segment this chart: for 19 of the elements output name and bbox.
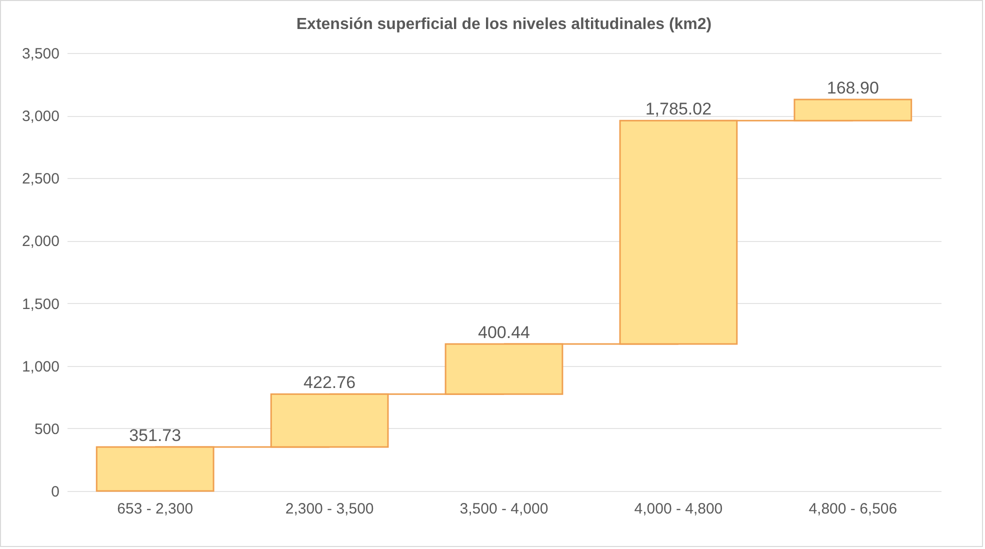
x-tick-label: 653 - 2,300 [117,500,194,518]
y-tick-label: 1,000 [22,358,60,376]
data-label: 400.44 [478,322,530,342]
x-tick-label: 4,800 - 6,506 [808,500,898,518]
data-label: 168.90 [826,78,879,98]
y-tick-label: 3,000 [22,108,60,126]
y-tick-label: 500 [34,420,60,438]
y-tick-label: 2,000 [22,233,60,250]
data-label: 1,785.02 [645,100,712,119]
chart-title: Extensión superficial de los niveles altitudinales (km2) [296,16,712,33]
data-label: 351.73 [129,426,182,445]
y-tick-label: 0 [51,484,60,500]
data-label: 422.76 [304,373,356,392]
x-tick-label: 4,000 - 4,800 [634,500,723,518]
y-tick-label: 1,500 [22,296,60,313]
y-tick-label: 2,500 [22,170,60,188]
x-tick-label: 2,300 - 3,500 [285,500,374,518]
y-tick-label: 3,500 [22,46,60,62]
x-tick-label: 3,500 - 4,000 [460,500,548,518]
